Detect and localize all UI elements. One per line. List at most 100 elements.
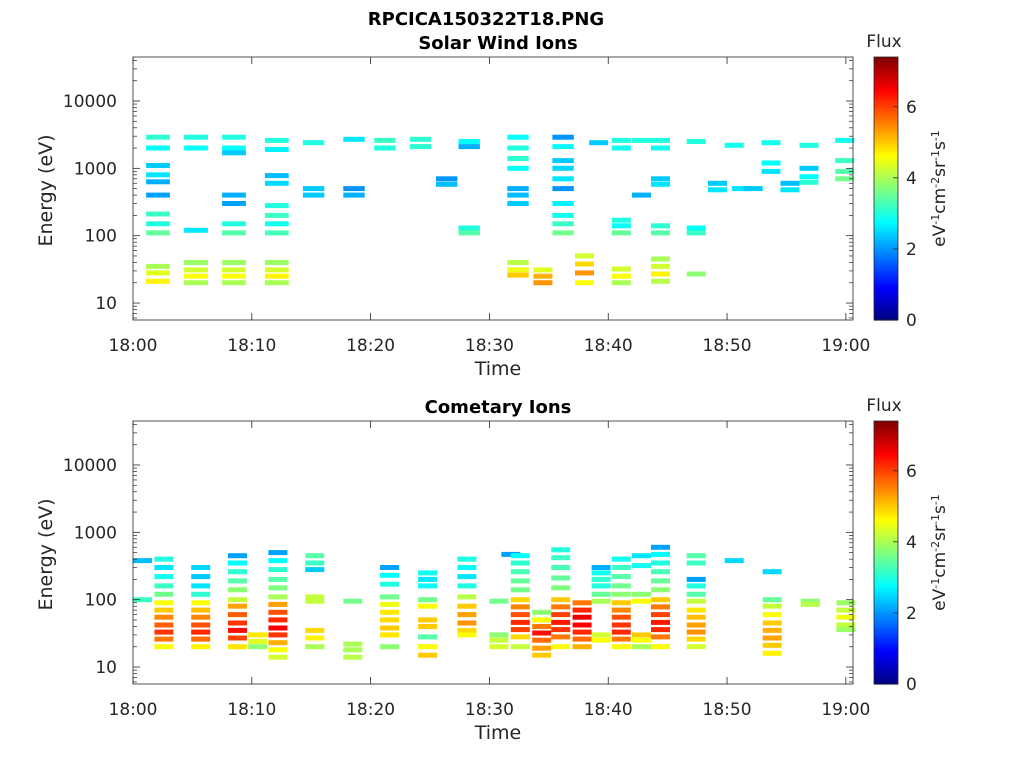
heatmap-cell [154,556,174,562]
colorbar-swatch [874,570,898,574]
heatmap-cell [591,565,611,570]
colorbar-swatch [874,217,898,220]
colorbar-swatch [874,235,898,239]
colorbar-swatch [874,550,898,554]
colorbar-swatch [874,517,898,521]
heatmap-cell [222,273,246,279]
heatmap-cell [551,627,571,633]
heatmap-cell [611,217,631,223]
colorbar-tick-label: 0 [906,675,917,695]
heatmap-cell [264,221,289,227]
heatmap-cell [552,165,574,171]
colorbar-swatch [874,573,898,576]
colorbar-swatch [874,272,898,276]
heatmap-cell [611,600,631,606]
x-tick-label: 18:40 [584,700,633,720]
heatmap-cell [154,565,174,570]
colorbar-swatch [874,653,898,656]
heatmap-cell [228,597,247,603]
colorbar-swatch [874,114,898,118]
heatmap-cell [380,565,400,570]
x-tick-label: 19:00 [821,700,870,720]
heatmap-cell [611,556,631,562]
y-tick-label: 10 [95,294,117,314]
colorbar-swatch [874,77,898,81]
x-tick-label: 18:30 [465,336,514,356]
heatmap-cell [551,634,571,640]
colorbar-swatch [874,243,898,247]
heatmap-cell [611,644,631,650]
heatmap-cell [686,139,706,144]
colorbar-swatch [874,225,898,229]
heatmap-cell [507,272,529,278]
heatmap-cell [762,612,782,618]
heatmap-cell [762,650,782,656]
heatmap-cell [651,560,670,566]
colorbar-swatch [874,538,898,541]
colorbar-swatch [874,315,898,319]
colorbar-swatch [874,492,898,496]
heatmap-cell [632,644,651,650]
heatmap-cell [632,637,651,643]
colorbar-swatch [874,544,898,547]
colorbar-swatch [874,589,898,593]
colorbar-swatch [874,647,898,650]
colorbar-swatch [874,659,898,662]
heatmap-cell [686,636,706,642]
heatmap-cell [268,594,288,600]
colorbar-swatch [874,566,898,570]
colorbar-swatch [874,468,898,471]
heatmap-cell [302,186,325,192]
heatmap-cell [191,600,211,606]
colorbar-swatch [874,71,898,75]
colorbar-swatch [874,612,898,615]
heatmap-cell [507,260,529,265]
colorbar-swatch [874,293,898,296]
heatmap-cell [611,230,631,236]
heatmap-cell [651,256,670,262]
heatmap-cell [343,654,363,660]
colorbar-swatch [874,147,898,151]
colorbar-swatch [874,67,898,70]
heatmap-cell [418,583,438,589]
heatmap-cell [489,644,509,650]
colorbar-swatch [874,494,898,498]
x-tick-label: 18:10 [227,700,276,720]
heatmap-cell [133,597,152,603]
heatmap-cell [632,553,651,559]
heatmap-cell [686,598,706,604]
heatmap-cell [268,640,288,646]
colorbar-swatch [874,601,898,605]
colorbar-swatch [874,297,898,301]
heatmap-cell [154,636,174,642]
colorbar-swatch [874,560,898,564]
heatmap-cell [835,176,855,182]
colorbar-swatch [874,657,898,660]
heatmap-cell [611,591,631,597]
heatmap-cell [457,583,477,589]
colorbar-swatch [874,425,898,428]
heatmap-cell [591,591,611,597]
colorbar-swatch [874,585,898,589]
heatmap-cell [611,145,631,151]
colorbar-swatch [874,289,898,292]
colorbar-swatch [874,227,898,231]
heatmap-cells [146,134,855,286]
colorbar-swatch [874,490,898,494]
colorbar-swatch [874,540,898,543]
colorbar-swatch [874,206,898,210]
heatmap-cell [264,212,289,218]
colorbar-swatch [874,597,898,601]
colorbar-swatch [874,421,898,424]
colorbar-label: eV-1cm-2sr-1s-1 [929,130,950,247]
y-tick-label: 100 [85,591,117,611]
heatmap-cell [154,629,174,635]
heatmap-cell [510,553,530,559]
heatmap-cell [651,634,670,640]
heatmap-cell [572,644,592,650]
heatmap-cell [268,585,288,591]
heatmap-cell [552,201,574,206]
colorbar-swatch [874,480,898,484]
heatmap-cell [611,607,631,613]
